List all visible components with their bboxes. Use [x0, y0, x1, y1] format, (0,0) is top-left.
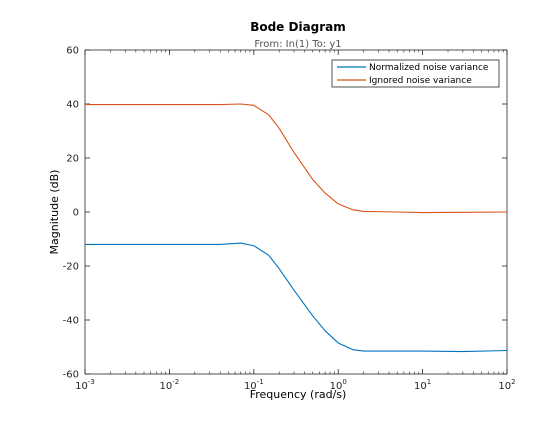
plot-area: 10-3 10-2 10-1 100 101 102 -60 -40 -20 0 20 40 60 [63, 46, 516, 393]
y-tick-label: -20 [63, 262, 79, 273]
y-tick-label: 0 [73, 208, 79, 219]
y-tick-label: 40 [66, 100, 79, 111]
legend: Normalized noise variance Ignored noise … [331, 59, 500, 88]
y-tick-label: 60 [66, 46, 79, 57]
legend-label-normalized: Normalized noise variance [369, 63, 489, 73]
x-tick-label: 102 [498, 378, 515, 392]
chart-subtitle: From: In(1) To: y1 [254, 39, 341, 50]
y-tick-label: 20 [66, 154, 79, 165]
chart-title: Bode Diagram [250, 20, 346, 34]
x-tick-label: 10-1 [244, 378, 264, 392]
legend-box [331, 59, 500, 88]
x-axis-label: Frequency (rad/s) [250, 388, 347, 401]
series-line-normalized [85, 242, 508, 353]
y-axis-label: Magnitude (dB) [48, 170, 61, 255]
x-tick-label: 10-2 [160, 378, 180, 392]
y-tick-label: -40 [63, 316, 79, 327]
y-tick-label: -60 [63, 370, 79, 381]
legend-label-ignored: Ignored noise variance [369, 76, 472, 86]
x-tick-label: 10-3 [75, 378, 95, 392]
x-tick-label: 100 [330, 378, 347, 392]
series-line-ignored [85, 103, 508, 214]
x-tick-label: 101 [414, 378, 431, 392]
